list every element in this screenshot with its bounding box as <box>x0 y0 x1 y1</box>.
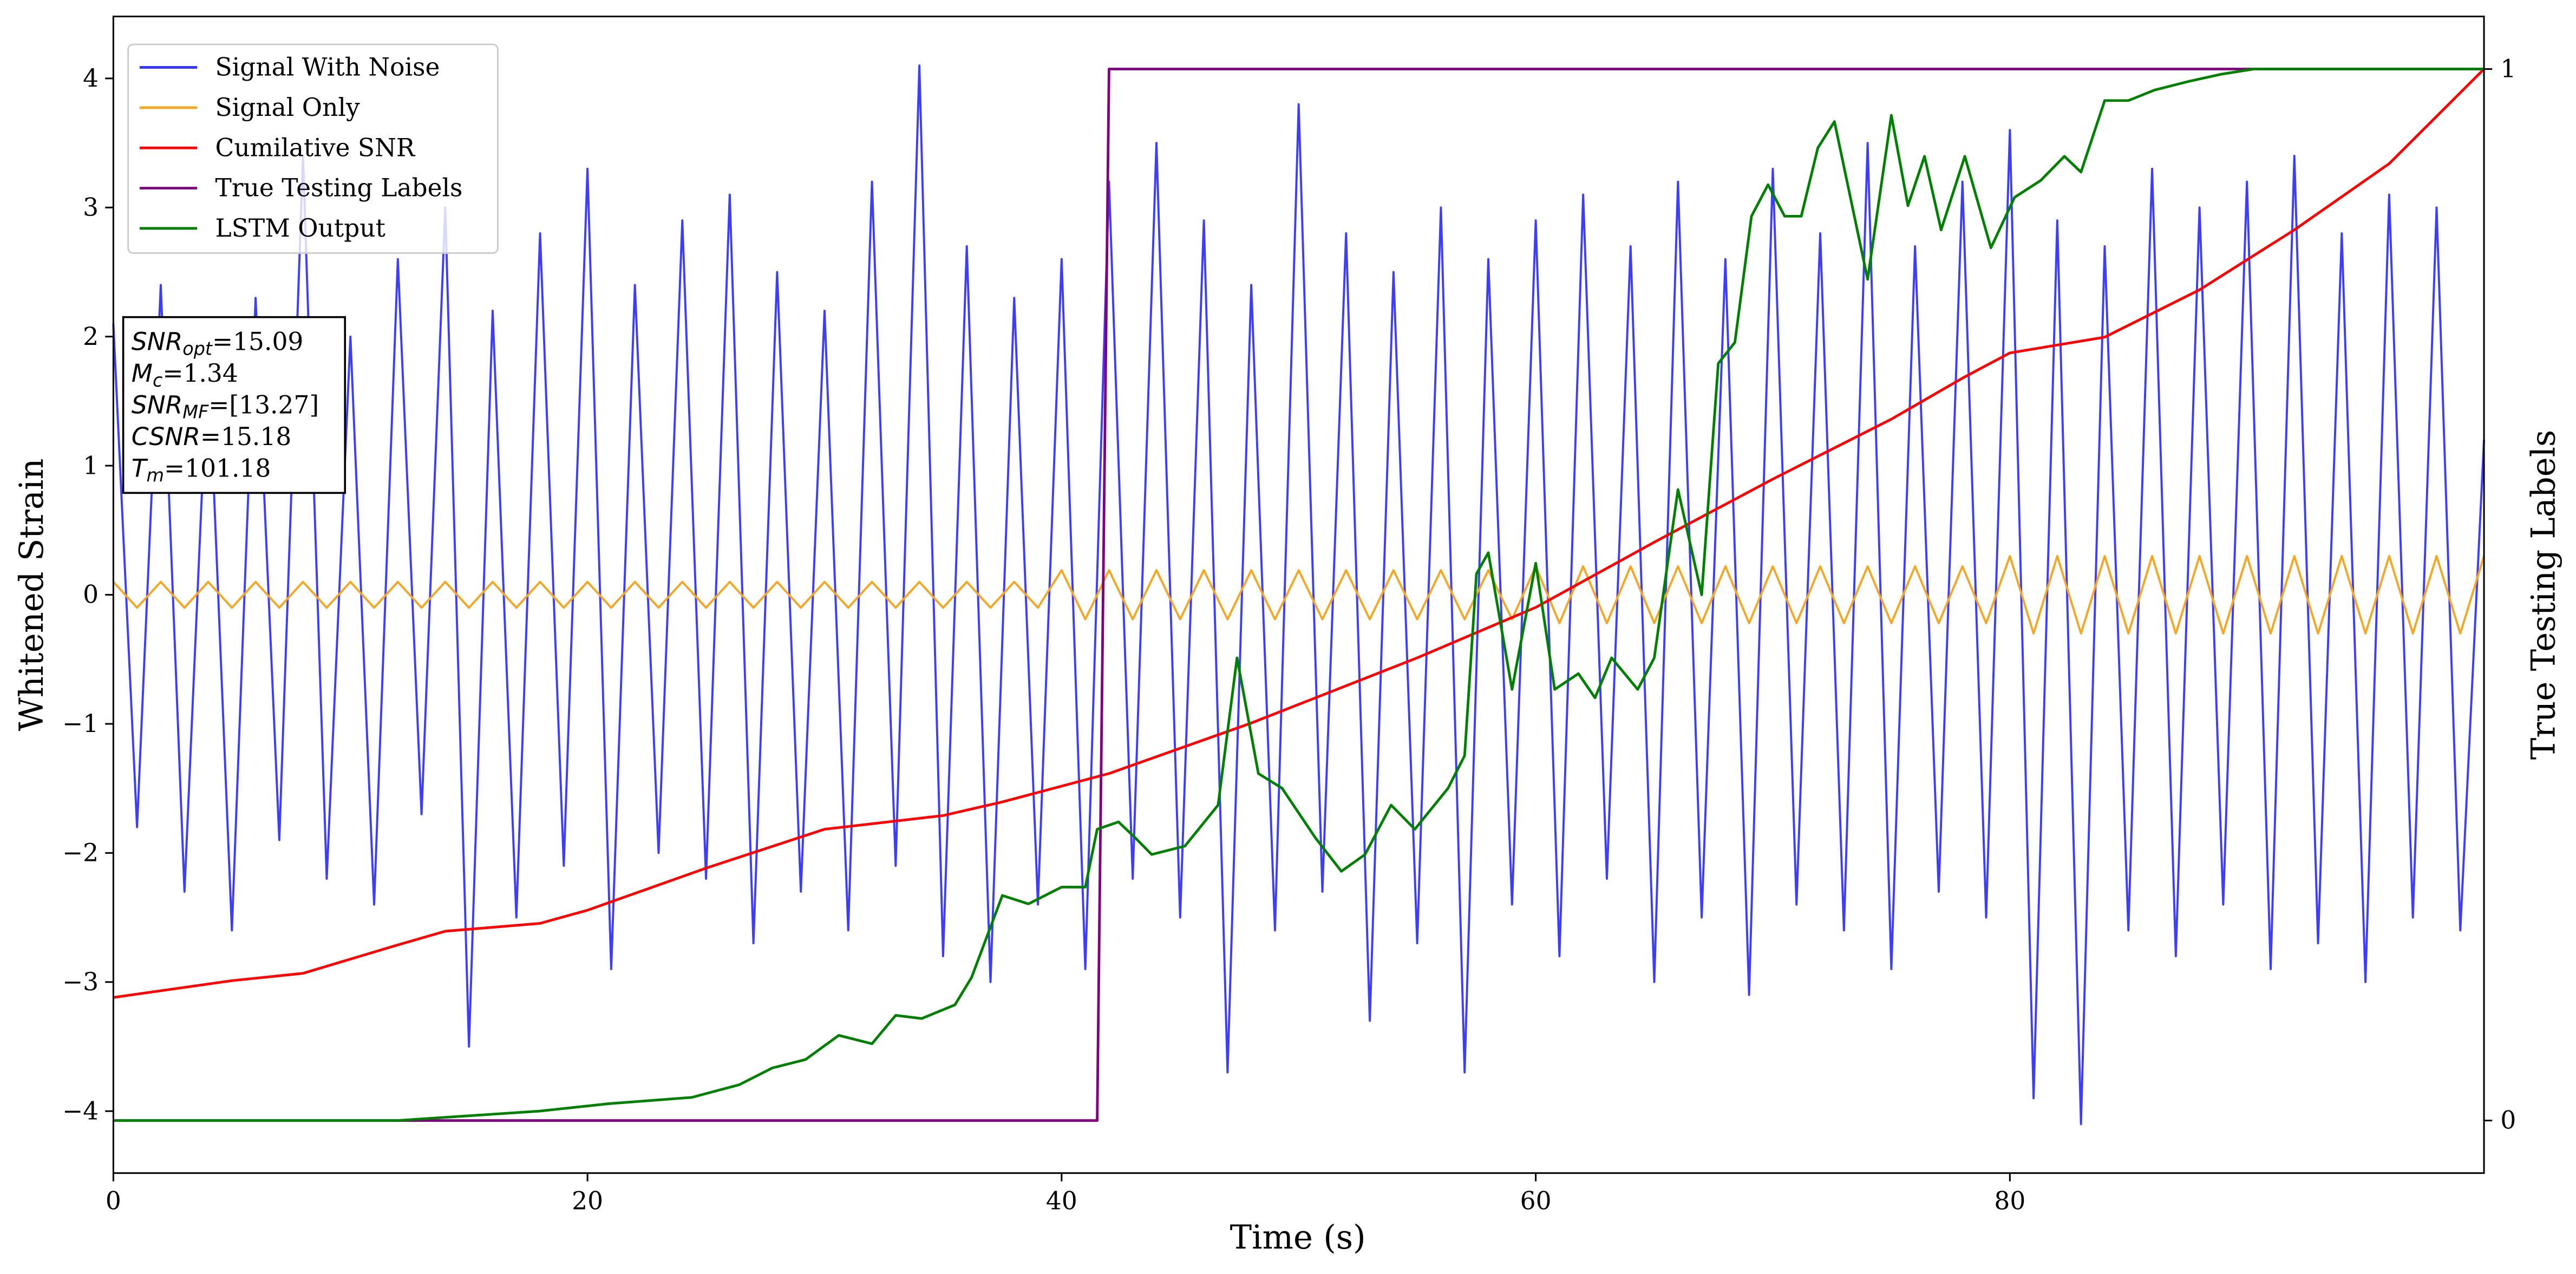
annotation-value: =[13.27] <box>208 391 319 420</box>
y-axis-label: Whitened Strain <box>13 459 51 731</box>
y2-axis-label: True Testing Labels <box>2525 430 2563 760</box>
legend-label: True Testing Labels <box>215 174 463 202</box>
annotation-line: SNRMF=[13.27] <box>132 391 319 423</box>
annotation-value: =15.18 <box>200 422 291 451</box>
annotation-frame <box>122 316 346 494</box>
y-tick-label: −2 <box>62 839 99 867</box>
y-tick-label: −3 <box>62 968 99 996</box>
annotation-subscript: c <box>153 370 162 391</box>
series-line <box>112 64 2486 1126</box>
annotation-symbol: SNR <box>132 391 183 420</box>
y-tick-label: 3 <box>83 193 99 221</box>
annotation-line: SNRopt=15.09 <box>132 327 304 359</box>
plot-area <box>112 64 2486 1126</box>
x-tick-label: 40 <box>1046 1186 1077 1215</box>
y-tick-label: 2 <box>83 322 99 351</box>
annotation-value: =15.09 <box>212 327 303 356</box>
legend: Signal With Noise Signal Only Cumilative S… <box>127 43 499 254</box>
annotation-line: Mc=1.34 <box>132 359 238 391</box>
annotation-subscript: m <box>147 465 165 486</box>
legend-label: Signal With Noise <box>215 53 440 82</box>
y-tick-label: 4 <box>83 64 99 93</box>
series-line <box>113 68 2485 1122</box>
annotation-symbol: M <box>132 359 153 388</box>
x-axis-label: Time (s) <box>1230 1219 1366 1257</box>
y-tick-label: 1 <box>83 451 99 480</box>
series-line <box>112 555 2485 635</box>
annotation-line: CSNR=15.18 <box>132 422 292 451</box>
annotation-line: Tm=101.18 <box>132 454 271 486</box>
legend-frame <box>127 43 499 254</box>
annotation-value: =1.34 <box>162 359 238 388</box>
series-line <box>113 68 2485 999</box>
annotation-symbol: SNR <box>132 327 183 356</box>
legend-label: Signal Only <box>215 93 360 122</box>
x-tick-label: 60 <box>1520 1186 1552 1215</box>
annotation-value: =101.18 <box>164 454 271 483</box>
annotation-subscript: MF <box>182 402 209 423</box>
annotation-symbol: T <box>132 454 148 483</box>
x-tick-label: 80 <box>1994 1186 2025 1215</box>
annotation-box: SNRopt=15.09Mc=1.34SNRMF=[13.27]CSNR=15.… <box>122 316 346 494</box>
legend-label: LSTM Output <box>215 214 385 243</box>
x-tick-label: 0 <box>106 1186 121 1215</box>
annotation-subscript: opt <box>182 338 213 359</box>
annotation-symbol: CSNR <box>132 422 200 451</box>
y-tick-label: 0 <box>83 580 99 609</box>
y2-tick-label: 0 <box>2500 1106 2516 1135</box>
y2-tick-label: 1 <box>2500 55 2516 83</box>
y-tick-label: −1 <box>62 709 99 738</box>
y-tick-label: −4 <box>62 1096 99 1125</box>
legend-label: Cumilative SNR <box>215 133 416 162</box>
series-line <box>113 68 2485 1122</box>
x-tick-label: 20 <box>572 1186 603 1215</box>
